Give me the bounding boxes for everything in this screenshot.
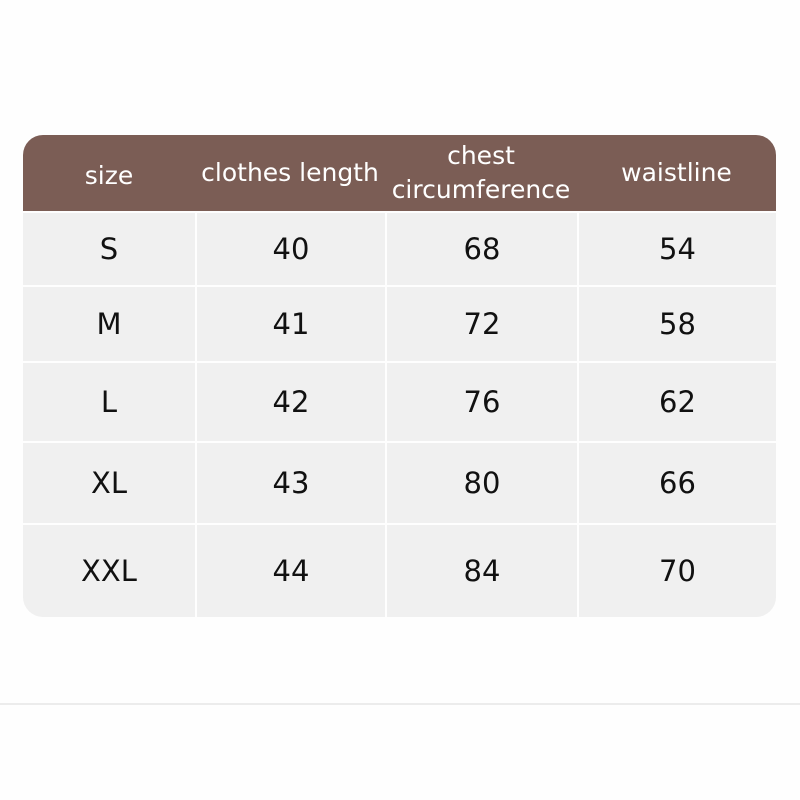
cell-chest-circumference: 84 — [387, 525, 577, 617]
cell-chest-circumference: 80 — [387, 443, 577, 523]
cell-chest-circumference: 68 — [387, 213, 577, 285]
cell-clothes-length: 40 — [197, 213, 385, 285]
cell-chest-circumference: 72 — [387, 287, 577, 361]
header-clothes-length: clothes length — [201, 158, 379, 187]
cell-waistline: 66 — [579, 443, 776, 523]
size-chart-table: size clothes length chest circumference … — [23, 135, 776, 617]
cell-chest-circumference: 76 — [387, 363, 577, 441]
header-waistline: waistline — [621, 158, 732, 187]
cell-size: XXL — [23, 525, 195, 617]
cell-waistline: 62 — [579, 363, 776, 441]
cell-clothes-length: 44 — [197, 525, 385, 617]
divider — [0, 703, 800, 705]
cell-size: L — [23, 363, 195, 441]
cell-clothes-length: 42 — [197, 363, 385, 441]
cell-size: S — [23, 213, 195, 285]
cell-size: M — [23, 287, 195, 361]
cell-waistline: 70 — [579, 525, 776, 617]
cell-waistline: 54 — [579, 213, 776, 285]
cell-size: XL — [23, 443, 195, 523]
cell-waistline: 58 — [579, 287, 776, 361]
header-size: size — [84, 161, 134, 190]
table-header: size clothes length chest circumference … — [23, 135, 776, 211]
cell-clothes-length: 43 — [197, 443, 385, 523]
cell-clothes-length: 41 — [197, 287, 385, 361]
header-chest-circumference: chest circumference — [391, 141, 571, 204]
